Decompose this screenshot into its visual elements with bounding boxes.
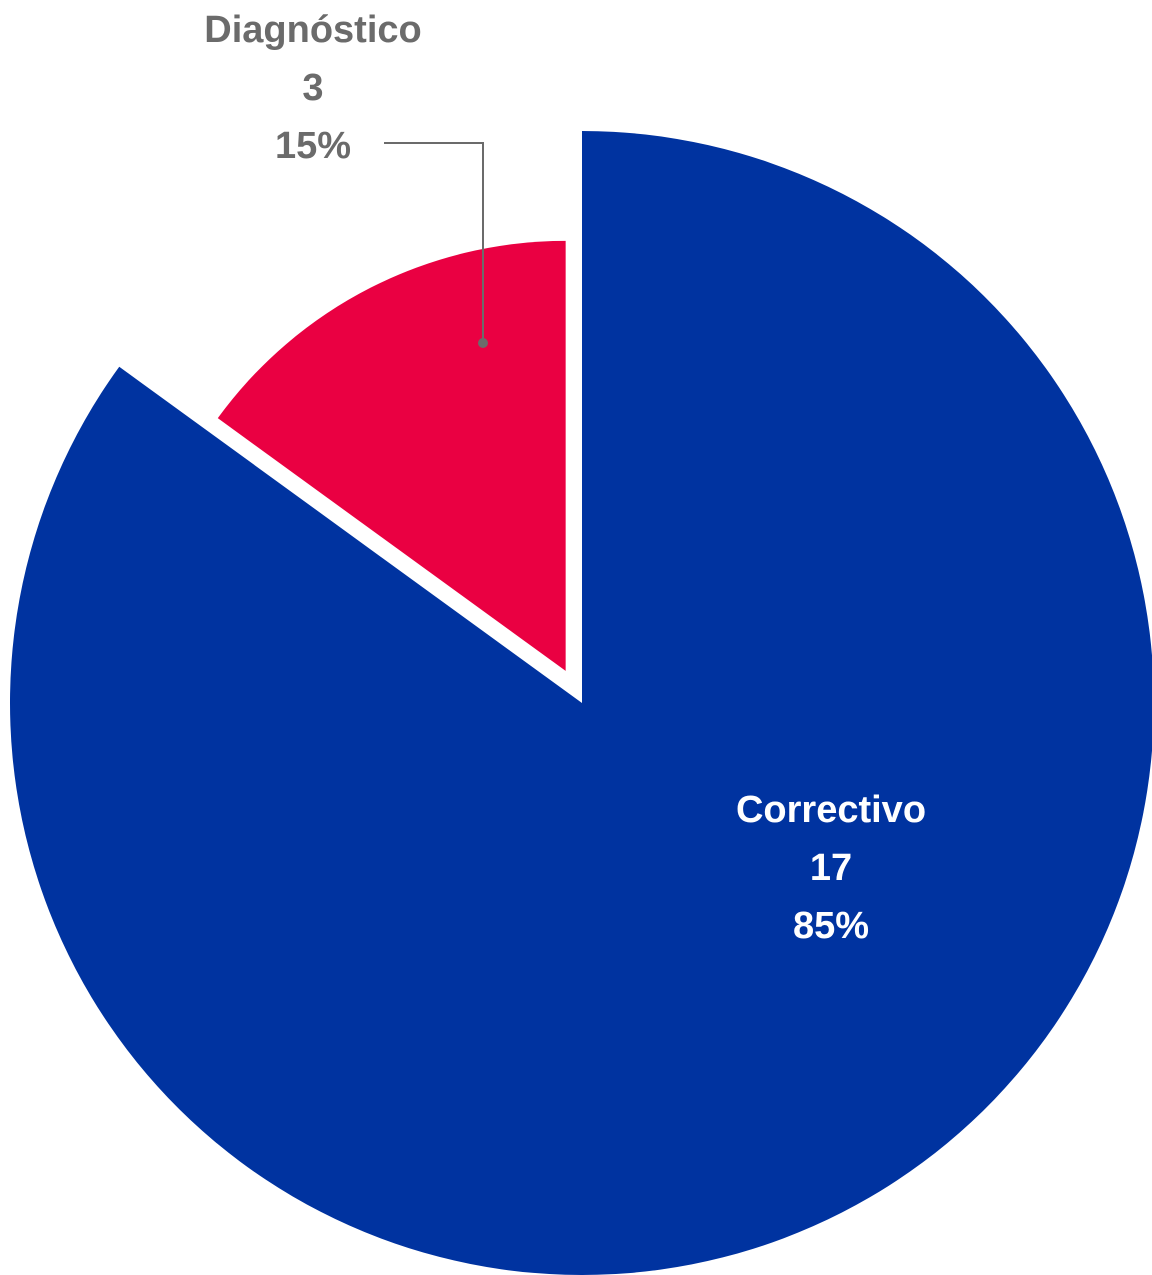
diagnostico-leader-line bbox=[384, 142, 484, 343]
correctivo-label: Correctivo 17 85% bbox=[736, 789, 926, 947]
correctivo-value: 17 bbox=[810, 847, 852, 889]
diagnostico-name: Diagnóstico bbox=[204, 9, 421, 51]
diagnostico-label: Diagnóstico 3 15% bbox=[204, 9, 421, 167]
diagnostico-percent: 15% bbox=[275, 125, 351, 167]
correctivo-percent: 85% bbox=[793, 905, 869, 947]
pie-slices bbox=[10, 131, 1152, 1275]
diagnostico-value: 3 bbox=[302, 67, 323, 109]
pie-slice-diagnostico bbox=[217, 240, 566, 671]
correctivo-name: Correctivo bbox=[736, 789, 926, 831]
diagnostico-leader-dot bbox=[478, 338, 488, 348]
pie-slice-correctivo bbox=[10, 131, 1152, 1275]
